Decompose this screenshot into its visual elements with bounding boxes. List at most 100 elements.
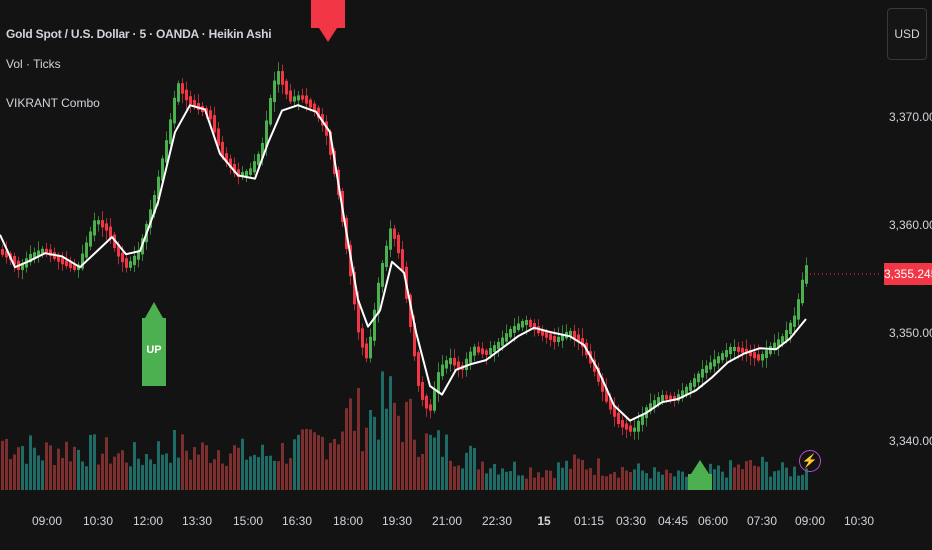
heikin-ashi-candle	[389, 228, 392, 250]
volume-bar	[41, 460, 44, 490]
time-axis-label: 19:30	[381, 514, 413, 528]
heikin-ashi-candle	[117, 244, 120, 257]
volume-bar	[253, 454, 256, 490]
heikin-ashi-candle	[601, 377, 604, 392]
volume-bar	[473, 447, 476, 490]
heikin-ashi-candle	[701, 368, 704, 378]
heikin-ashi-candle	[29, 253, 32, 263]
symbol-legend-title[interactable]: Gold Spot / U.S. Dollar · 5 · OANDA · He…	[6, 27, 272, 41]
volume-bar	[745, 461, 748, 490]
volume-bar	[761, 456, 764, 490]
down-signal-body	[311, 0, 345, 28]
volume-bar	[29, 435, 32, 490]
lightning-icon[interactable]: ⚡	[799, 450, 821, 472]
heikin-ashi-candle	[181, 83, 184, 94]
up-signal-label: UP	[146, 344, 162, 356]
volume-bar	[105, 437, 108, 490]
heikin-ashi-candle	[45, 248, 48, 254]
heikin-ashi-candle	[317, 107, 320, 119]
time-axis-label: 12:00	[132, 514, 164, 528]
volume-bar	[85, 466, 88, 490]
volume-bar	[369, 409, 372, 490]
heikin-ashi-candle	[197, 103, 200, 110]
heikin-ashi-candle	[157, 176, 160, 199]
volume-bar	[417, 456, 420, 490]
heikin-ashi-candle	[293, 96, 296, 102]
heikin-ashi-candle	[85, 242, 88, 258]
volume-bar	[541, 477, 544, 490]
time-axis-label: 06:00	[697, 514, 729, 528]
volume-bar	[73, 446, 76, 490]
heikin-ashi-candle	[313, 103, 316, 112]
down-arrow-icon	[319, 28, 337, 42]
heikin-ashi-candle	[417, 352, 420, 386]
heikin-ashi-candle	[301, 95, 304, 100]
heikin-ashi-candle	[277, 71, 280, 85]
volume-bar	[321, 436, 324, 490]
heikin-ashi-candle	[741, 347, 744, 353]
volume-bar	[433, 437, 436, 490]
volume-bar	[349, 398, 352, 490]
volume-bar	[249, 456, 252, 490]
volume-bar	[125, 462, 128, 490]
volume-bar	[805, 468, 808, 490]
volume-bar	[677, 470, 680, 490]
heikin-ashi-candle	[1, 249, 4, 255]
volume-bar	[521, 475, 524, 490]
volume-bar	[585, 469, 588, 490]
heikin-ashi-candle	[245, 170, 248, 177]
heikin-ashi-candle	[697, 373, 700, 383]
volume-bar	[437, 430, 440, 490]
last-price-tag: 3,355.245	[884, 263, 932, 285]
volume-bar	[769, 476, 772, 490]
volume-bar	[65, 441, 68, 490]
currency-button[interactable]: USD	[887, 8, 927, 60]
heikin-ashi-candle	[705, 365, 708, 373]
heikin-ashi-candle	[613, 405, 616, 417]
volume-bar	[641, 470, 644, 490]
heikin-ashi-candle	[257, 153, 260, 166]
heikin-ashi-candle	[597, 367, 600, 382]
volume-bar	[97, 464, 100, 490]
volume-bar	[393, 402, 396, 490]
volume-bar	[729, 460, 732, 490]
heikin-ashi-candle	[69, 262, 72, 269]
volume-bar	[69, 461, 72, 490]
heikin-ashi-candle	[297, 95, 300, 101]
heikin-ashi-candle	[369, 336, 372, 359]
volume-bar	[741, 469, 744, 490]
volume-bar	[465, 452, 468, 490]
heikin-ashi-candle	[285, 80, 288, 95]
heikin-ashi-candle	[385, 245, 388, 268]
volume-bar	[573, 454, 576, 490]
volume-bar	[569, 468, 572, 490]
volume-bar	[333, 438, 336, 490]
heikin-ashi-candle	[229, 158, 232, 168]
heikin-ashi-candle	[33, 252, 36, 258]
volume-bar	[625, 470, 628, 490]
volume-bar	[285, 463, 288, 490]
heikin-ashi-candle	[225, 153, 228, 163]
heikin-ashi-candle	[781, 336, 784, 344]
volume-bar	[621, 467, 624, 490]
volume-bar	[389, 376, 392, 490]
heikin-ashi-candle	[189, 96, 192, 105]
heikin-ashi-candle	[761, 354, 764, 361]
volume-bar	[149, 459, 152, 490]
time-axis-label: 13:30	[181, 514, 213, 528]
heikin-ashi-candle	[793, 315, 796, 327]
heikin-ashi-candle	[777, 339, 780, 347]
time-axis-label: 09:00	[31, 514, 63, 528]
time-axis-label: 03:30	[615, 514, 647, 528]
heikin-ashi-candle	[801, 279, 804, 304]
time-axis-label: 10:30	[82, 514, 114, 528]
volume-bar	[157, 441, 160, 490]
volume-bar	[109, 463, 112, 490]
indicator-legend-label[interactable]: VIKRANT Combo	[6, 96, 100, 110]
volume-bar	[537, 472, 540, 490]
volume-bar	[9, 459, 12, 490]
volume-legend-label[interactable]: Vol · Ticks	[6, 57, 61, 71]
heikin-ashi-candle	[249, 168, 252, 175]
volume-bar	[165, 453, 168, 490]
